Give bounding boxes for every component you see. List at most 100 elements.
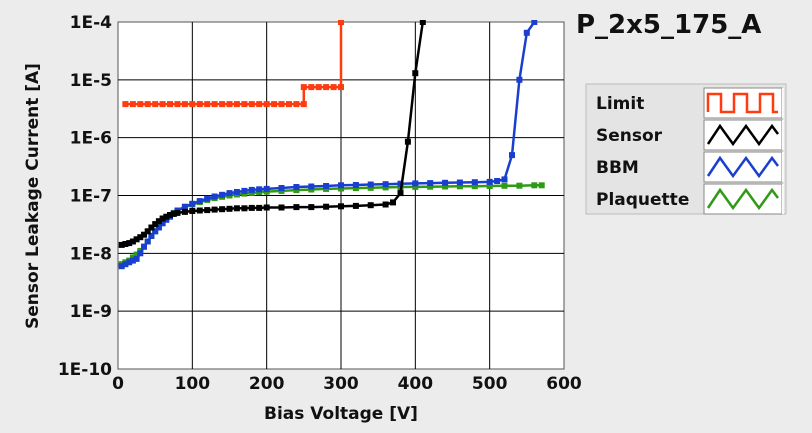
data-point-bbm — [148, 232, 155, 239]
data-point-sensor — [308, 204, 315, 211]
data-point-bbm — [531, 20, 538, 25]
data-point-plaquette — [129, 254, 136, 261]
x-tick-label: 400 — [398, 374, 434, 394]
data-point-bbm — [308, 183, 315, 190]
data-point-bbm — [233, 189, 240, 195]
data-point-sensor — [163, 213, 170, 220]
data-point-limit — [144, 101, 151, 108]
data-point-limit — [263, 101, 270, 108]
data-point-sensor — [211, 206, 218, 213]
data-point-plaquette — [133, 251, 140, 258]
data-point-limit — [219, 101, 226, 108]
data-point-sensor — [159, 215, 166, 222]
data-point-bbm — [189, 200, 196, 207]
legend-swatch-bbm — [703, 151, 783, 183]
data-point-bbm — [219, 191, 226, 198]
data-point-bbm — [501, 176, 508, 183]
data-point-bbm — [155, 224, 162, 231]
data-point-bbm — [278, 185, 285, 191]
y-tick-label: 1E-9 — [70, 302, 112, 322]
data-point-bbm — [397, 180, 404, 187]
data-point-bbm — [118, 263, 125, 270]
data-point-limit — [137, 101, 144, 108]
data-point-bbm — [367, 181, 374, 188]
x-axis-label: Bias Voltage [V] — [264, 404, 418, 424]
data-point-limit — [293, 101, 300, 108]
data-point-sensor — [181, 208, 188, 215]
data-point-plaquette — [293, 187, 300, 194]
data-point-sensor — [390, 199, 396, 206]
data-point-sensor — [174, 209, 181, 216]
data-point-sensor — [167, 212, 173, 218]
data-point-sensor — [155, 218, 162, 225]
legend-label-plaquette: Plaquette — [596, 190, 689, 210]
legend: Limit Sensor BBM Plaquette — [585, 83, 787, 215]
data-point-limit — [211, 101, 218, 108]
series-limit — [122, 20, 344, 108]
data-point-limit — [300, 101, 307, 108]
data-point-plaquette — [471, 183, 478, 190]
y-tick-label: 1E-7 — [70, 187, 112, 207]
data-point-plaquette — [531, 182, 538, 189]
data-point-bbm — [486, 178, 493, 185]
data-point-bbm — [427, 180, 434, 187]
data-point-sensor — [141, 231, 147, 238]
data-point-limit — [278, 101, 285, 108]
data-point-plaquette — [427, 183, 434, 190]
data-point-limit — [241, 101, 248, 108]
x-tick-label: 300 — [323, 374, 359, 394]
data-point-plaquette — [538, 182, 545, 189]
data-point-sensor — [338, 203, 344, 210]
data-point-bbm — [338, 182, 344, 189]
data-point-sensor — [233, 205, 240, 212]
data-point-sensor — [404, 138, 411, 145]
data-point-limit — [181, 101, 188, 108]
data-point-bbm — [196, 198, 203, 205]
data-point-bbm — [159, 220, 166, 227]
data-point-sensor — [129, 238, 136, 245]
data-point-sensor — [133, 236, 140, 243]
data-point-sensor — [189, 208, 196, 214]
data-point-sensor — [226, 205, 233, 212]
y-tick-label: 1E-5 — [70, 71, 112, 91]
data-point-bbm — [137, 250, 144, 257]
data-point-bbm — [352, 182, 359, 188]
data-point-bbm — [456, 179, 463, 186]
data-point-bbm — [412, 180, 419, 187]
data-point-plaquette — [367, 184, 374, 191]
data-point-limit — [308, 84, 315, 91]
chart-title: P_2x5_175_A — [576, 10, 761, 40]
data-point-limit — [204, 101, 211, 108]
data-point-bbm — [163, 216, 170, 223]
data-point-sensor — [263, 204, 270, 211]
data-point-sensor — [118, 241, 125, 248]
data-point-bbm — [248, 186, 255, 193]
data-point-limit — [271, 101, 278, 108]
data-point-bbm — [122, 261, 129, 268]
data-point-bbm — [133, 255, 140, 262]
data-point-sensor — [367, 202, 374, 209]
data-point-limit — [122, 101, 129, 108]
data-point-limit — [248, 101, 255, 108]
data-point-sensor — [397, 190, 404, 197]
legend-line-bbm — [706, 155, 779, 179]
data-point-sensor — [170, 210, 177, 217]
data-point-sensor — [256, 204, 263, 211]
data-point-plaquette — [456, 183, 463, 190]
data-point-sensor — [293, 204, 300, 211]
data-point-sensor — [122, 241, 129, 247]
data-point-limit — [233, 101, 240, 108]
data-point-plaquette — [382, 184, 389, 191]
data-point-limit — [323, 84, 330, 91]
data-point-plaquette — [352, 185, 359, 192]
data-point-bbm — [516, 76, 523, 83]
data-point-sensor — [382, 201, 389, 208]
data-point-limit — [338, 84, 344, 91]
data-point-plaquette — [516, 182, 523, 189]
data-point-sensor — [241, 205, 248, 212]
data-point-sensor — [219, 206, 226, 213]
data-point-bbm — [129, 257, 136, 264]
data-point-sensor — [196, 207, 203, 214]
data-point-bbm — [152, 228, 159, 235]
